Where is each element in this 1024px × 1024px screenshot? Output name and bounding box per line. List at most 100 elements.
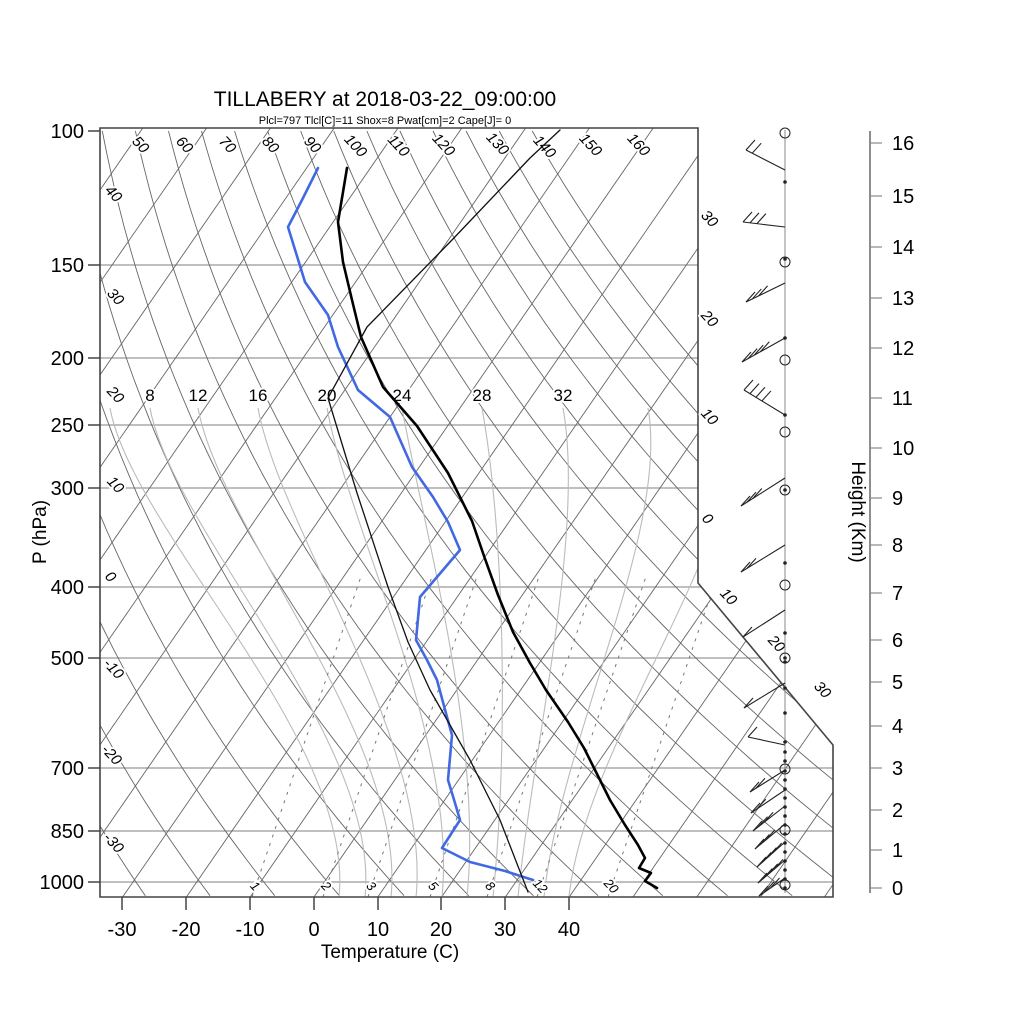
- wind-barb-feather: [741, 351, 752, 363]
- isotherm-label-left: 0: [101, 568, 120, 586]
- height-tick-label: 6: [892, 630, 903, 652]
- wind-barb-feather: [747, 348, 758, 359]
- dry-adiabat: [100, 130, 470, 897]
- moist-adiabat-label: 8: [145, 386, 154, 405]
- mixing-ratio-label: 20: [600, 875, 622, 897]
- theta-label: 120: [429, 130, 459, 160]
- isotherm-label-left: -20: [98, 741, 126, 769]
- temp-tick-label: -20: [172, 919, 201, 941]
- moist-adiabat-label: 32: [554, 386, 573, 405]
- wind-barb-feather: [749, 781, 760, 793]
- wind-barb-feather: [745, 139, 756, 151]
- height-tick-label: 2: [892, 800, 903, 822]
- isotherm-label-right: 20: [697, 306, 722, 331]
- height-tick-label: 9: [892, 488, 903, 510]
- wind-barb-feather: [762, 868, 773, 879]
- theta-label: 110: [384, 131, 413, 161]
- wind-level-dot: [783, 257, 787, 261]
- wind-level-dot: [783, 877, 787, 881]
- dry-adiabat: [465, 130, 833, 897]
- wind-barb-feather: [751, 142, 762, 154]
- wind-barb-feather: [746, 557, 757, 569]
- mixing-ratio-line: [322, 577, 432, 897]
- isotherm-label-left: 10: [103, 473, 127, 497]
- moist-adiabat: [149, 407, 367, 897]
- dry-adiabat: [399, 130, 833, 897]
- height-tick-label: 0: [892, 878, 903, 900]
- height-tick-label: 5: [892, 672, 903, 694]
- wind-level-dot: [783, 686, 787, 690]
- wind-level-circle: [779, 579, 791, 591]
- wind-level-dot: [783, 814, 787, 818]
- wind-barb-feather: [740, 495, 751, 507]
- isotherm: [505, 128, 833, 897]
- mixing-ratio-line: [367, 577, 477, 897]
- wind-barb-feather: [765, 829, 776, 841]
- pressure-gridlines: [100, 264, 833, 883]
- wind-level-dot: [783, 787, 787, 791]
- wind-barb-feather: [755, 386, 766, 398]
- theta-label: 130: [483, 129, 513, 159]
- isotherm-label-diagonal: 10: [716, 585, 740, 609]
- parcel-profile: [327, 129, 561, 893]
- wind-barb-staff: [742, 221, 786, 228]
- wind-level-circle: [779, 484, 791, 496]
- wind-barb-feather: [757, 872, 768, 884]
- moist-adiabat-label: 28: [473, 386, 492, 405]
- wind-level-dot: [783, 823, 787, 827]
- wind-barb-feather: [773, 859, 784, 870]
- temp-tick-label: 10: [367, 919, 389, 941]
- wind-level-circle: [779, 256, 791, 268]
- moist-adiabat: [109, 407, 341, 897]
- mixing-ratio-label: 5: [425, 878, 441, 894]
- wind-level-dot: [783, 336, 787, 340]
- theta-label: 150: [576, 130, 606, 160]
- moist-adiabat: [517, 407, 569, 897]
- height-tick-label: 4: [892, 716, 903, 738]
- wind-level-circle: [779, 426, 791, 438]
- wind-level-dot: [783, 660, 787, 664]
- dewpoint-profile: [286, 166, 535, 882]
- wind-level-dot: [783, 759, 787, 763]
- temperature-profile: [336, 166, 659, 890]
- wind-barb-staff: [743, 389, 786, 416]
- temp-tick-label: 0: [308, 919, 319, 941]
- wind-barb-feather: [761, 390, 772, 402]
- chart-subtitle: Plcl=797 Tlcl[C]=11 Shox=8 Pwat[cm]=2 Ca…: [259, 115, 511, 127]
- wind-level-dot: [783, 886, 787, 890]
- mixing-ratio-line: [486, 577, 596, 897]
- wind-barb-staff: [750, 789, 786, 814]
- isotherm-label-right: 30: [697, 207, 721, 231]
- mixing-ratio-line: [536, 577, 646, 897]
- dry-adiabat: [201, 130, 728, 897]
- wind-level-dot: [783, 796, 787, 800]
- wind-barb-feather: [751, 288, 762, 300]
- isotherm-label-diagonal: 30: [810, 678, 834, 702]
- wind-barb-feather: [767, 847, 777, 859]
- wind-barb-feather: [742, 211, 753, 223]
- moist-adiabat: [326, 407, 445, 897]
- wind-barb-feather: [755, 777, 766, 789]
- dry-adiabat: [366, 130, 833, 897]
- mixing-ratio-label: 2: [318, 877, 335, 894]
- wind-barb-feather: [759, 341, 770, 353]
- isotherm-label-left: -30: [100, 829, 128, 857]
- height-axis-title: Height (Km): [847, 461, 868, 562]
- wind-barb-staff: [745, 149, 786, 171]
- height-tick-label: 14: [892, 237, 914, 259]
- isotherm-label-right: 0: [698, 510, 717, 528]
- wind-level-dot: [783, 778, 787, 782]
- pressure-tick-label: 200: [51, 348, 84, 370]
- wind-level-dot: [783, 868, 787, 872]
- theta-label: 140: [530, 132, 560, 162]
- pressure-tick-label: 250: [51, 415, 84, 437]
- wind-barb-column: [740, 127, 791, 897]
- height-tick-label: 7: [892, 583, 903, 605]
- wind-barb-staff: [752, 805, 786, 832]
- isotherm: [568, 128, 833, 897]
- dry-adiabat: [333, 130, 833, 897]
- isotherm: [313, 128, 833, 897]
